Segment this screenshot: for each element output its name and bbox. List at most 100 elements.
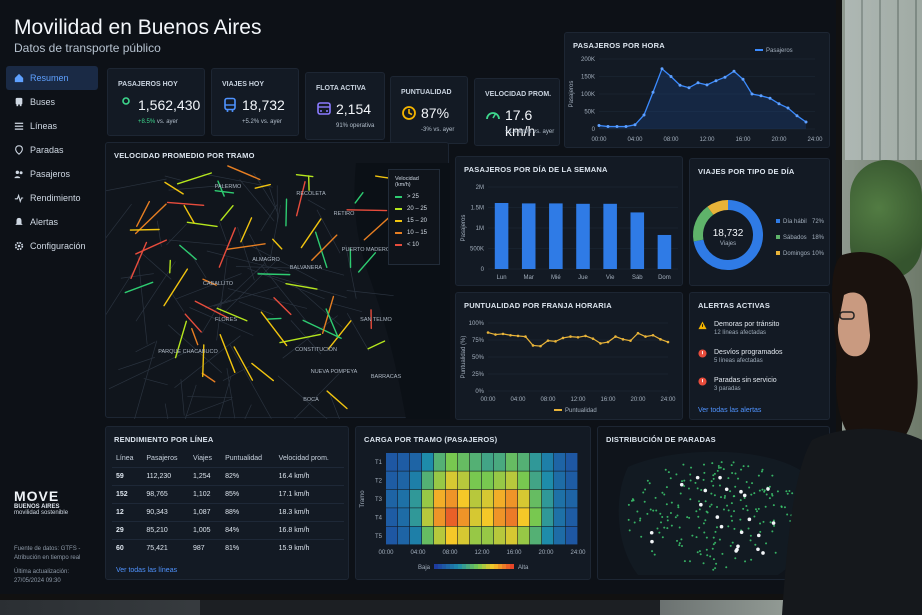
sidebar-item-pasajeros[interactable]: Pasajeros: [6, 162, 98, 186]
x-tick-label: 00:00: [591, 137, 607, 143]
y-tick-label: 1M: [476, 226, 484, 232]
kpi-value: 87%: [421, 105, 450, 121]
stop-dot: [768, 485, 771, 488]
stop-dot: [750, 558, 753, 561]
street: [346, 313, 370, 352]
stop-marker: [761, 551, 765, 555]
sidebar-item-rendimiento[interactable]: Rendimiento: [6, 186, 98, 210]
performance-table: Línea Pasajeros Viajes Puntualidad Velocidad…: [112, 455, 344, 557]
stop-dot: [639, 519, 642, 522]
heatmap-cell: [386, 453, 398, 471]
stop-dot: [723, 496, 726, 499]
table-cell: 85,210: [142, 521, 189, 540]
sidebar-item-alertas[interactable]: Alertas: [6, 210, 98, 234]
background-window: [845, 0, 922, 160]
stops-map[interactable]: [598, 427, 831, 581]
stop-dot: [745, 481, 748, 484]
table-row[interactable]: 60 75,421 987 81% 15.9 km/h: [112, 539, 344, 557]
alerts-card: ALERTAS ACTIVAS Demoras por tránsito 12 l…: [689, 292, 830, 420]
table-row[interactable]: 29 85,210 1,005 84% 16.8 km/h: [112, 521, 344, 540]
view-all-alerts-link[interactable]: Ver todas las alertas: [698, 407, 762, 414]
stop-dot: [677, 506, 680, 509]
heatmap-cell: [494, 471, 506, 490]
sidebar-item-buses[interactable]: Buses: [6, 90, 98, 114]
sidebar-item-label: Paradas: [30, 145, 64, 155]
stop-dot: [714, 567, 717, 570]
table-header[interactable]: Viajes: [193, 455, 212, 462]
heatmap-cell: [410, 453, 422, 471]
alert-item[interactable]: Demoras por tránsito 12 líneas afectadas: [698, 321, 779, 336]
table-row[interactable]: 12 90,343 1,087 88% 18.3 km/h: [112, 503, 344, 522]
speed-segment: [179, 244, 197, 261]
sidebar-item-lineas[interactable]: Líneas: [6, 114, 98, 138]
stop-marker: [756, 547, 760, 552]
data-point: [614, 335, 617, 338]
stop-dot: [794, 515, 797, 518]
stop-dot: [727, 525, 730, 528]
legend-label: Sábados: [783, 235, 807, 241]
punctuality-chart-card: PUNTUALIDAD POR FRANJA HORARIA 0% 25% 50% 7…: [455, 292, 683, 420]
y-tick-label: 0: [592, 127, 596, 133]
sidebar-item-configuracion[interactable]: Configuración: [6, 234, 98, 258]
kpi-card: PASAJEROS HOY 1,562,430 +8.5% vs. ayer: [107, 68, 205, 136]
speed-map[interactable]: PALERMO RECOLETA RETIRO PUERTO MADERO ALMAGR…: [106, 143, 450, 419]
stop-dot: [709, 555, 712, 558]
speed-segment: [169, 259, 171, 274]
data-point: [569, 335, 572, 338]
speed-segment: [327, 320, 352, 350]
table-row[interactable]: 59 112,230 1,254 82% 16.4 km/h: [112, 467, 344, 486]
brand-tagline: movilidad sostenible: [14, 510, 69, 516]
sidebar-item-resumen[interactable]: Resumen: [6, 66, 98, 90]
table-header[interactable]: Velocidad prom.: [278, 455, 329, 462]
clock-icon: [402, 106, 416, 120]
slice-value-label: 10%: [812, 251, 825, 257]
alert-circle-icon: [698, 377, 707, 386]
table-header[interactable]: Línea: [116, 455, 134, 462]
view-all-lines-link[interactable]: Ver todas las líneas: [116, 567, 178, 574]
street: [189, 307, 254, 336]
alert-item[interactable]: Paradas sin servicio 3 paradas: [698, 377, 777, 392]
table-row[interactable]: 152 98,765 1,102 85% 17.1 km/h: [112, 485, 344, 504]
data-point: [531, 344, 535, 347]
table-header[interactable]: Puntualidad: [225, 455, 263, 462]
map-pin-icon: [15, 145, 23, 155]
speed-segment: [218, 227, 236, 268]
data-point: [678, 83, 682, 87]
street: [143, 378, 168, 386]
stop-dot: [702, 562, 705, 565]
alerts-title: ALERTAS ACTIVAS: [698, 301, 771, 310]
stop-dot: [653, 553, 656, 556]
table-header[interactable]: Pasajeros: [146, 455, 178, 462]
street: [180, 379, 185, 416]
heatmap-cell: [518, 471, 530, 490]
x-tick-label: 04:00: [410, 550, 426, 556]
bus-icon: [15, 97, 23, 107]
stop-dot: [688, 516, 691, 519]
stop-dot: [704, 500, 707, 503]
street: [185, 398, 232, 417]
street: [237, 227, 255, 281]
speed-map-card: VELOCIDAD PROMEDIO POR TRAMO PALERMO RECO…: [105, 142, 450, 419]
stop-dot: [712, 543, 715, 546]
alert-item[interactable]: Desvíos programados 5 líneas afectadas: [698, 349, 782, 364]
stop-marker: [771, 521, 776, 525]
speed-segment: [219, 334, 236, 374]
table-cell: 112,230: [142, 467, 189, 486]
street: [310, 265, 345, 276]
heatmap-cell: [410, 471, 422, 490]
data-point: [732, 69, 736, 73]
hourly-chart-card: PASAJEROS POR HORA 0 50K 100K 150K 200K 00:00…: [564, 32, 830, 148]
pie-slice: [693, 200, 763, 270]
table-cell: 1,005: [189, 521, 222, 540]
heatmap-cell: [482, 508, 494, 526]
stop-dot: [759, 522, 762, 525]
speed-segment: [186, 221, 218, 228]
street: [187, 396, 233, 398]
kpi-value: 18,732: [242, 97, 285, 113]
y-tick-label: T2: [375, 479, 383, 485]
street: [227, 288, 308, 309]
sidebar-item-paradas[interactable]: Paradas: [6, 138, 98, 162]
y-tick-label: 25%: [472, 372, 485, 378]
stop-dot: [734, 557, 737, 560]
speed-segment: [136, 200, 151, 227]
